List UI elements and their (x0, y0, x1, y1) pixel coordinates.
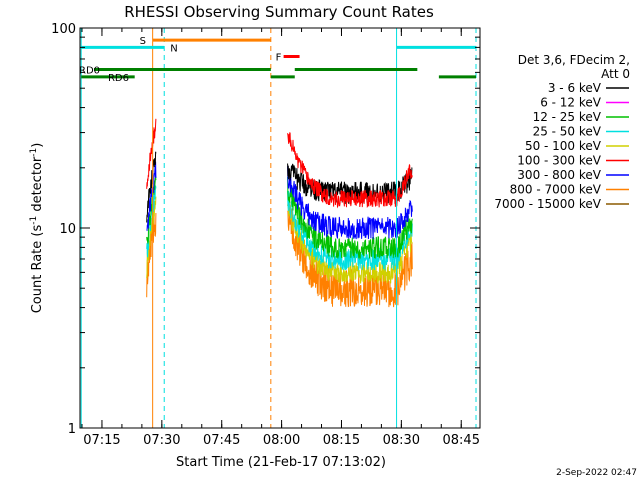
flag-layer: S N F RD0 RD6 (79, 36, 477, 84)
legend-header-line-2: Att 0 (601, 67, 630, 81)
series-line-a (146, 161, 157, 232)
x-tick-label: 08:45 (443, 433, 480, 448)
x-tick-label: 08:15 (323, 433, 360, 448)
x-tick-label: 07:15 (83, 433, 120, 448)
y-tick-label: 10 (59, 222, 76, 237)
y-tick-label: 1 (68, 422, 76, 437)
x-tick-label: 07:30 (143, 433, 180, 448)
series-line-b (287, 163, 413, 205)
x-tick-label: 08:00 (263, 433, 300, 448)
flag-label: F (276, 53, 282, 64)
flag-label: N (170, 43, 177, 54)
x-tick-label: 07:45 (203, 433, 240, 448)
series-line-a (146, 211, 157, 298)
legend-entry-label: 12 - 25 keV (533, 110, 602, 124)
legend-entry-label: 25 - 50 keV (533, 125, 602, 139)
flag-label: S (140, 36, 146, 47)
legend-entry-label: 50 - 100 keV (525, 139, 602, 153)
series-line-b (287, 200, 413, 308)
legend-entry-label: 800 - 7000 keV (510, 183, 602, 197)
series-line-a (146, 196, 157, 279)
y-tick-label: 100 (51, 22, 76, 37)
x-tick-label: 08:30 (383, 433, 420, 448)
y-axis-label: Count Rate (s-1 detector-1) (29, 143, 45, 314)
chart-title: RHESSI Observing Summary Count Rates (124, 3, 434, 21)
series-layer (146, 118, 413, 308)
legend-entry-label: 7000 - 15000 keV (494, 197, 601, 211)
x-axis-label: Start Time (21-Feb-17 07:13:02) (176, 455, 386, 470)
legend-entry-label: 3 - 6 keV (548, 81, 602, 95)
legend-header-line-1: Det 3,6, FDecim 2, (518, 53, 630, 67)
series-line-a (146, 151, 157, 223)
axis-layer: 07:15 07:30 07:45 08:00 08:15 08:30 08:45 1 10 10… (51, 22, 480, 448)
series-line-b (287, 166, 413, 240)
legend-entry-label: 6 - 12 keV (540, 96, 602, 110)
footer-timestamp: 2-Sep-2022 02:47 (556, 468, 637, 478)
series-line-b (287, 176, 413, 260)
legend-entry-label: 300 - 800 keV (517, 168, 601, 182)
flag-label: RD6 (108, 73, 129, 84)
flag-label: RD0 (79, 66, 100, 77)
series-line-b (287, 132, 413, 209)
series-line-a (146, 118, 157, 189)
legend-entry-label: 100 - 300 keV (517, 154, 601, 168)
